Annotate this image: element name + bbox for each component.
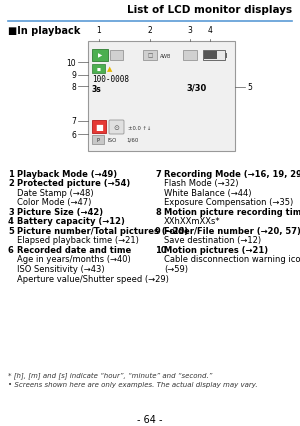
Bar [143, 51, 157, 61]
Text: Motion picture recording time (→21): Motion picture recording time (→21) [164, 207, 300, 216]
Text: Aperture value/Shutter speed (→29): Aperture value/Shutter speed (→29) [17, 274, 169, 283]
Bar [92, 65, 105, 74]
Text: 2: 2 [8, 179, 14, 188]
Text: Color Mode (→47): Color Mode (→47) [17, 198, 92, 207]
Text: 8: 8 [71, 82, 76, 91]
Text: Recorded date and time: Recorded date and time [17, 245, 131, 254]
Text: 3/30: 3/30 [186, 83, 206, 92]
Text: 7: 7 [155, 170, 161, 178]
Text: ±0.0 ↑↓: ±0.0 ↑↓ [128, 125, 151, 130]
Text: P: P [97, 138, 99, 143]
Text: Exposure Compensation (→35): Exposure Compensation (→35) [164, 198, 293, 207]
Text: Battery capacity (→12): Battery capacity (→12) [17, 217, 125, 226]
Text: 4: 4 [8, 217, 14, 226]
Text: 6: 6 [8, 245, 14, 254]
Text: ISO: ISO [107, 138, 116, 143]
Text: 3s: 3s [92, 85, 102, 94]
Bar [92, 121, 106, 134]
Text: Motion pictures (→21): Motion pictures (→21) [164, 245, 268, 254]
Text: Cable disconnection warning icon: Cable disconnection warning icon [164, 255, 300, 264]
Text: 2: 2 [148, 26, 152, 35]
Text: 100-0008: 100-0008 [92, 75, 129, 84]
Text: 3: 3 [188, 26, 192, 35]
Text: Folder/File number (→20, 57): Folder/File number (→20, 57) [164, 227, 300, 236]
Text: Picture number/Total pictures (→20): Picture number/Total pictures (→20) [17, 227, 188, 236]
Text: AWB: AWB [160, 53, 171, 58]
Text: ■: ■ [97, 67, 101, 71]
Bar [92, 50, 108, 62]
Text: ■: ■ [95, 123, 103, 132]
Text: Picture Size (→42): Picture Size (→42) [17, 207, 103, 216]
Text: 3: 3 [8, 207, 14, 216]
Text: 1: 1 [8, 170, 14, 178]
Text: Playback Mode (→49): Playback Mode (→49) [17, 170, 117, 178]
Text: ISO Sensitivity (→43): ISO Sensitivity (→43) [17, 265, 105, 273]
Text: 1: 1 [97, 26, 101, 35]
FancyBboxPatch shape [109, 121, 124, 135]
Text: XXhXXmXXs*: XXhXXmXXs* [164, 217, 220, 226]
Text: Protected picture (→54): Protected picture (→54) [17, 179, 130, 188]
Text: Recording Mode (→16, 19, 29, 36): Recording Mode (→16, 19, 29, 36) [164, 170, 300, 178]
Text: 8: 8 [155, 207, 161, 216]
Text: List of LCD monitor displays: List of LCD monitor displays [127, 5, 292, 15]
Text: 5: 5 [247, 83, 252, 92]
Text: 1/60: 1/60 [126, 138, 138, 143]
Text: Save destination (→12): Save destination (→12) [164, 236, 261, 245]
Text: ■In playback: ■In playback [8, 26, 80, 36]
Text: 10: 10 [66, 58, 76, 67]
Text: * [h], [m] and [s] indicate “hour”, “minute” and “second.”: * [h], [m] and [s] indicate “hour”, “min… [8, 371, 212, 378]
Text: 10: 10 [155, 245, 166, 254]
Text: • Screens shown here are only examples. The actual display may vary.: • Screens shown here are only examples. … [8, 381, 258, 387]
Text: Age in years/months (→40): Age in years/months (→40) [17, 255, 131, 264]
Text: Flash Mode (→32): Flash Mode (→32) [164, 179, 239, 188]
Text: 6: 6 [71, 130, 76, 139]
Text: ▲: ▲ [107, 66, 113, 72]
Text: - 64 -: - 64 - [137, 414, 163, 424]
Text: ▶: ▶ [98, 53, 102, 58]
Text: ⊙: ⊙ [114, 125, 119, 131]
Text: 4: 4 [208, 26, 212, 35]
Text: White Balance (→44): White Balance (→44) [164, 189, 251, 198]
Text: 5: 5 [8, 227, 14, 236]
Bar [92, 136, 104, 145]
Text: Date Stamp (→48): Date Stamp (→48) [17, 189, 94, 198]
Text: □: □ [147, 53, 153, 58]
Bar [203, 51, 225, 61]
Text: 9: 9 [155, 227, 161, 236]
Bar [183, 51, 197, 61]
Bar [204, 52, 217, 60]
Text: 9: 9 [71, 71, 76, 81]
Text: Elapsed playback time (→21): Elapsed playback time (→21) [17, 236, 139, 245]
Bar [88, 42, 235, 152]
Text: 7: 7 [71, 117, 76, 126]
Text: (→59): (→59) [164, 265, 188, 273]
Bar [110, 51, 123, 61]
Bar [225, 53, 227, 58]
